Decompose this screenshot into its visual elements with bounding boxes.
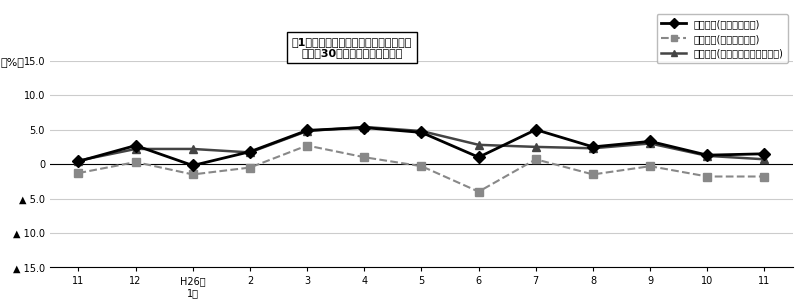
Legend: 名目賃金(現金給与総額), 実質賃金(現金給与総額), 名目賃金(きまって支給する給与): 名目賃金(現金給与総額), 実質賃金(現金給与総額), 名目賃金(きまって支給す… [657, 14, 788, 63]
Y-axis label: （%）: （%） [1, 57, 25, 67]
Text: 図1　賃金指数の推移（対前年同月比）
－規模30人以上－　調査産業計: 図1 賃金指数の推移（対前年同月比） －規模30人以上－ 調査産業計 [292, 37, 412, 58]
